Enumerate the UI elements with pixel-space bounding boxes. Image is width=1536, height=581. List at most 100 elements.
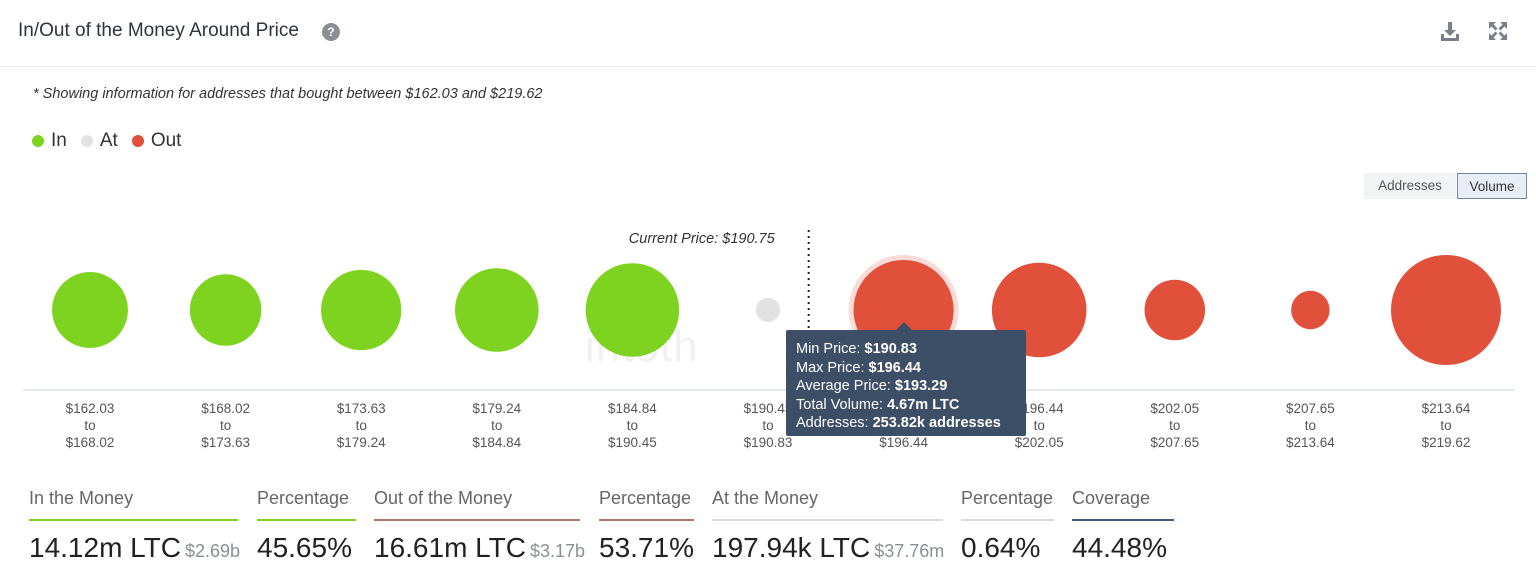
addresses-toggle-button[interactable]: Addresses (1364, 173, 1456, 199)
stat-out-percentage: Percentage 53.71% (599, 488, 694, 564)
stat-value-main: 14.12m LTC (29, 532, 181, 563)
widget-title: In/Out of the Money Around Price (18, 20, 299, 41)
tick-label-0-1: to (84, 418, 95, 433)
stat-value: 44.48% (1072, 532, 1167, 563)
bubble-in-0[interactable] (52, 272, 128, 348)
stat-underline (374, 519, 580, 521)
tick-label-4-1: to (627, 418, 638, 433)
stat-label: Percentage (257, 488, 350, 508)
download-icon-graphic (1441, 22, 1459, 41)
bubble-out-10[interactable] (1391, 255, 1501, 365)
tick-label-3-2: $184.84 (472, 435, 521, 450)
bubble-out-8[interactable] (1144, 279, 1206, 341)
download-icon[interactable] (1437, 20, 1463, 46)
bubble-in-4[interactable] (585, 263, 680, 357)
stat-out-of-the-money: Out of the Money 16.61m LTC $3.17b (374, 488, 585, 564)
tooltip-caret (896, 322, 912, 330)
tooltip-addresses: Addresses: 253.82k addresses (796, 414, 1016, 433)
stat-underline (1072, 519, 1174, 521)
bubble-at-5[interactable] (755, 297, 781, 323)
tooltip-avg-label: Average Price: (796, 378, 895, 395)
tick-label-10-2: $219.62 (1422, 435, 1471, 450)
stat-value-usd: $37.76m (874, 541, 945, 561)
tick-label-1-0: $168.02 (201, 401, 250, 416)
tick-label-2-2: $179.24 (337, 435, 386, 450)
stat-value-usd: $2.69b (185, 541, 241, 561)
stat-value: 16.61m LTC $3.17b (374, 532, 585, 564)
legend-item-at[interactable]: At (80, 130, 118, 152)
tick-label-5-0: $190.45 (744, 401, 793, 416)
stat-value: 0.64% (961, 532, 1041, 563)
stat-underline (29, 519, 238, 521)
tooltip-min-value: $190.83 (864, 341, 917, 357)
stat-label: Out of the Money (374, 488, 513, 508)
expand-icon[interactable] (1485, 20, 1511, 46)
bubble-in-1[interactable] (189, 274, 262, 346)
tick-label-9-1: to (1305, 418, 1316, 433)
tick-label-8-0: $202.05 (1150, 401, 1199, 416)
stat-underline (257, 519, 356, 521)
legend-label-out: Out (150, 130, 182, 151)
stat-label: Percentage (961, 488, 1054, 508)
question-circle-icon[interactable]: ? (322, 23, 340, 41)
stat-at-percentage: Percentage 0.64% (961, 488, 1054, 564)
tick-label-0-0: $162.03 (66, 401, 115, 416)
widget-header: In/Out of the Money Around Price ? (0, 0, 1536, 67)
stat-at-the-money: At the Money 197.94k LTC $37.76m (712, 488, 945, 564)
tick-label-4-2: $190.45 (608, 435, 657, 450)
tick-label-5-2: $190.83 (744, 435, 793, 450)
bin-tooltip: Min Price: $190.83 Max Price: $196.44 Av… (786, 330, 1026, 436)
stat-in-percentage: Percentage 45.65% (257, 488, 356, 564)
stat-value-main: 16.61m LTC (374, 532, 526, 563)
legend: In At Out (32, 130, 195, 152)
tooltip-average-price: Average Price: $193.29 (796, 377, 1016, 396)
tick-label-2-1: to (356, 418, 367, 433)
tooltip-vol-value: 4.67m LTC (887, 396, 960, 413)
bubble-chart: Current Price: $190.75 $162.03 to $168.02 $1… (23, 230, 1515, 450)
tooltip-min-label: Min Price: (796, 341, 865, 357)
stat-in-the-money: In the Money 14.12m LTC $2.69b (29, 488, 241, 564)
legend-dot-out (131, 135, 144, 147)
tooltip-avg-value: $193.29 (894, 378, 948, 395)
tick-label-0-2: $168.02 (66, 435, 115, 450)
expand-icon-graphic (1489, 22, 1507, 40)
volume-toggle-button[interactable]: Volume (1457, 173, 1527, 199)
tick-label-9-2: $213.64 (1286, 435, 1335, 450)
stat-value: 14.12m LTC $2.69b (29, 532, 241, 564)
tooltip-max-value: $196.44 (868, 359, 921, 376)
current-price-label: Current Price: $190.75 (629, 231, 776, 247)
stat-label: In the Money (29, 488, 134, 508)
tick-label-8-1: to (1169, 418, 1180, 433)
stat-label: At the Money (712, 488, 819, 508)
bubble-in-3[interactable] (455, 268, 539, 352)
stat-underline (712, 519, 943, 521)
tick-label-10-0: $213.64 (1422, 401, 1471, 416)
tick-label-3-0: $179.24 (472, 401, 521, 416)
legend-dot-in (32, 135, 44, 147)
legend-label-at: At (99, 130, 118, 151)
tooltip-vol-label: Total Volume: (796, 396, 888, 413)
stat-underline (961, 519, 1054, 521)
stat-value-main: 197.94k LTC (712, 532, 871, 563)
tick-label-6-2: $196.44 (879, 435, 928, 450)
stat-underline (599, 519, 694, 521)
tooltip-min-price: Min Price: $190.83 (796, 340, 1016, 359)
tick-label-2-0: $173.63 (337, 401, 386, 416)
legend-item-in[interactable]: In (32, 130, 67, 152)
tick-label-9-0: $207.65 (1286, 401, 1335, 416)
stat-value: 53.71% (599, 532, 694, 563)
tick-label-4-0: $184.84 (608, 401, 657, 416)
tooltip-max-price: Max Price: $196.44 (796, 359, 1016, 378)
tick-label-10-1: to (1440, 418, 1451, 433)
tooltip-total-volume: Total Volume: 4.67m LTC (796, 396, 1016, 415)
legend-item-out[interactable]: Out (131, 130, 182, 152)
tick-label-1-1: to (220, 418, 231, 433)
tick-label-8-2: $207.65 (1150, 435, 1199, 450)
bubble-out-9[interactable] (1291, 290, 1330, 330)
tick-label-7-1: to (1034, 418, 1045, 433)
bubble-in-2[interactable] (321, 269, 402, 351)
stat-label: Coverage (1072, 488, 1151, 508)
legend-label-in: In (51, 130, 67, 151)
tooltip-addr-value: 253.82k addresses (872, 415, 1001, 432)
tick-label-7-2: $202.05 (1015, 435, 1064, 450)
